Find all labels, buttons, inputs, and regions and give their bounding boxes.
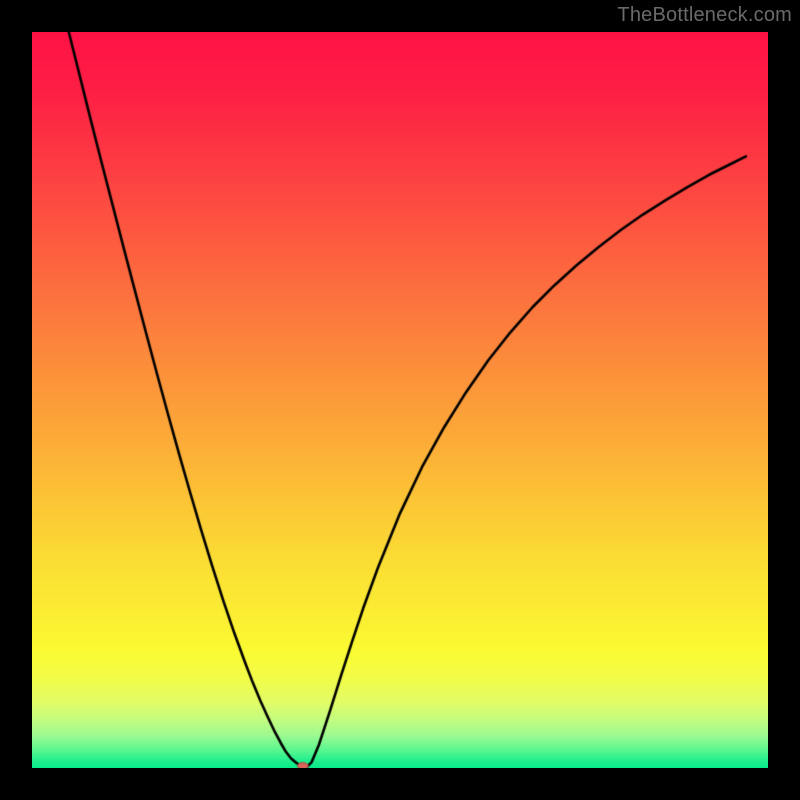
- watermark-text: TheBottleneck.com: [617, 4, 792, 27]
- plot-canvas: [32, 32, 768, 768]
- chart-container: TheBottleneck.com: [0, 0, 800, 800]
- plot-area: [32, 32, 768, 768]
